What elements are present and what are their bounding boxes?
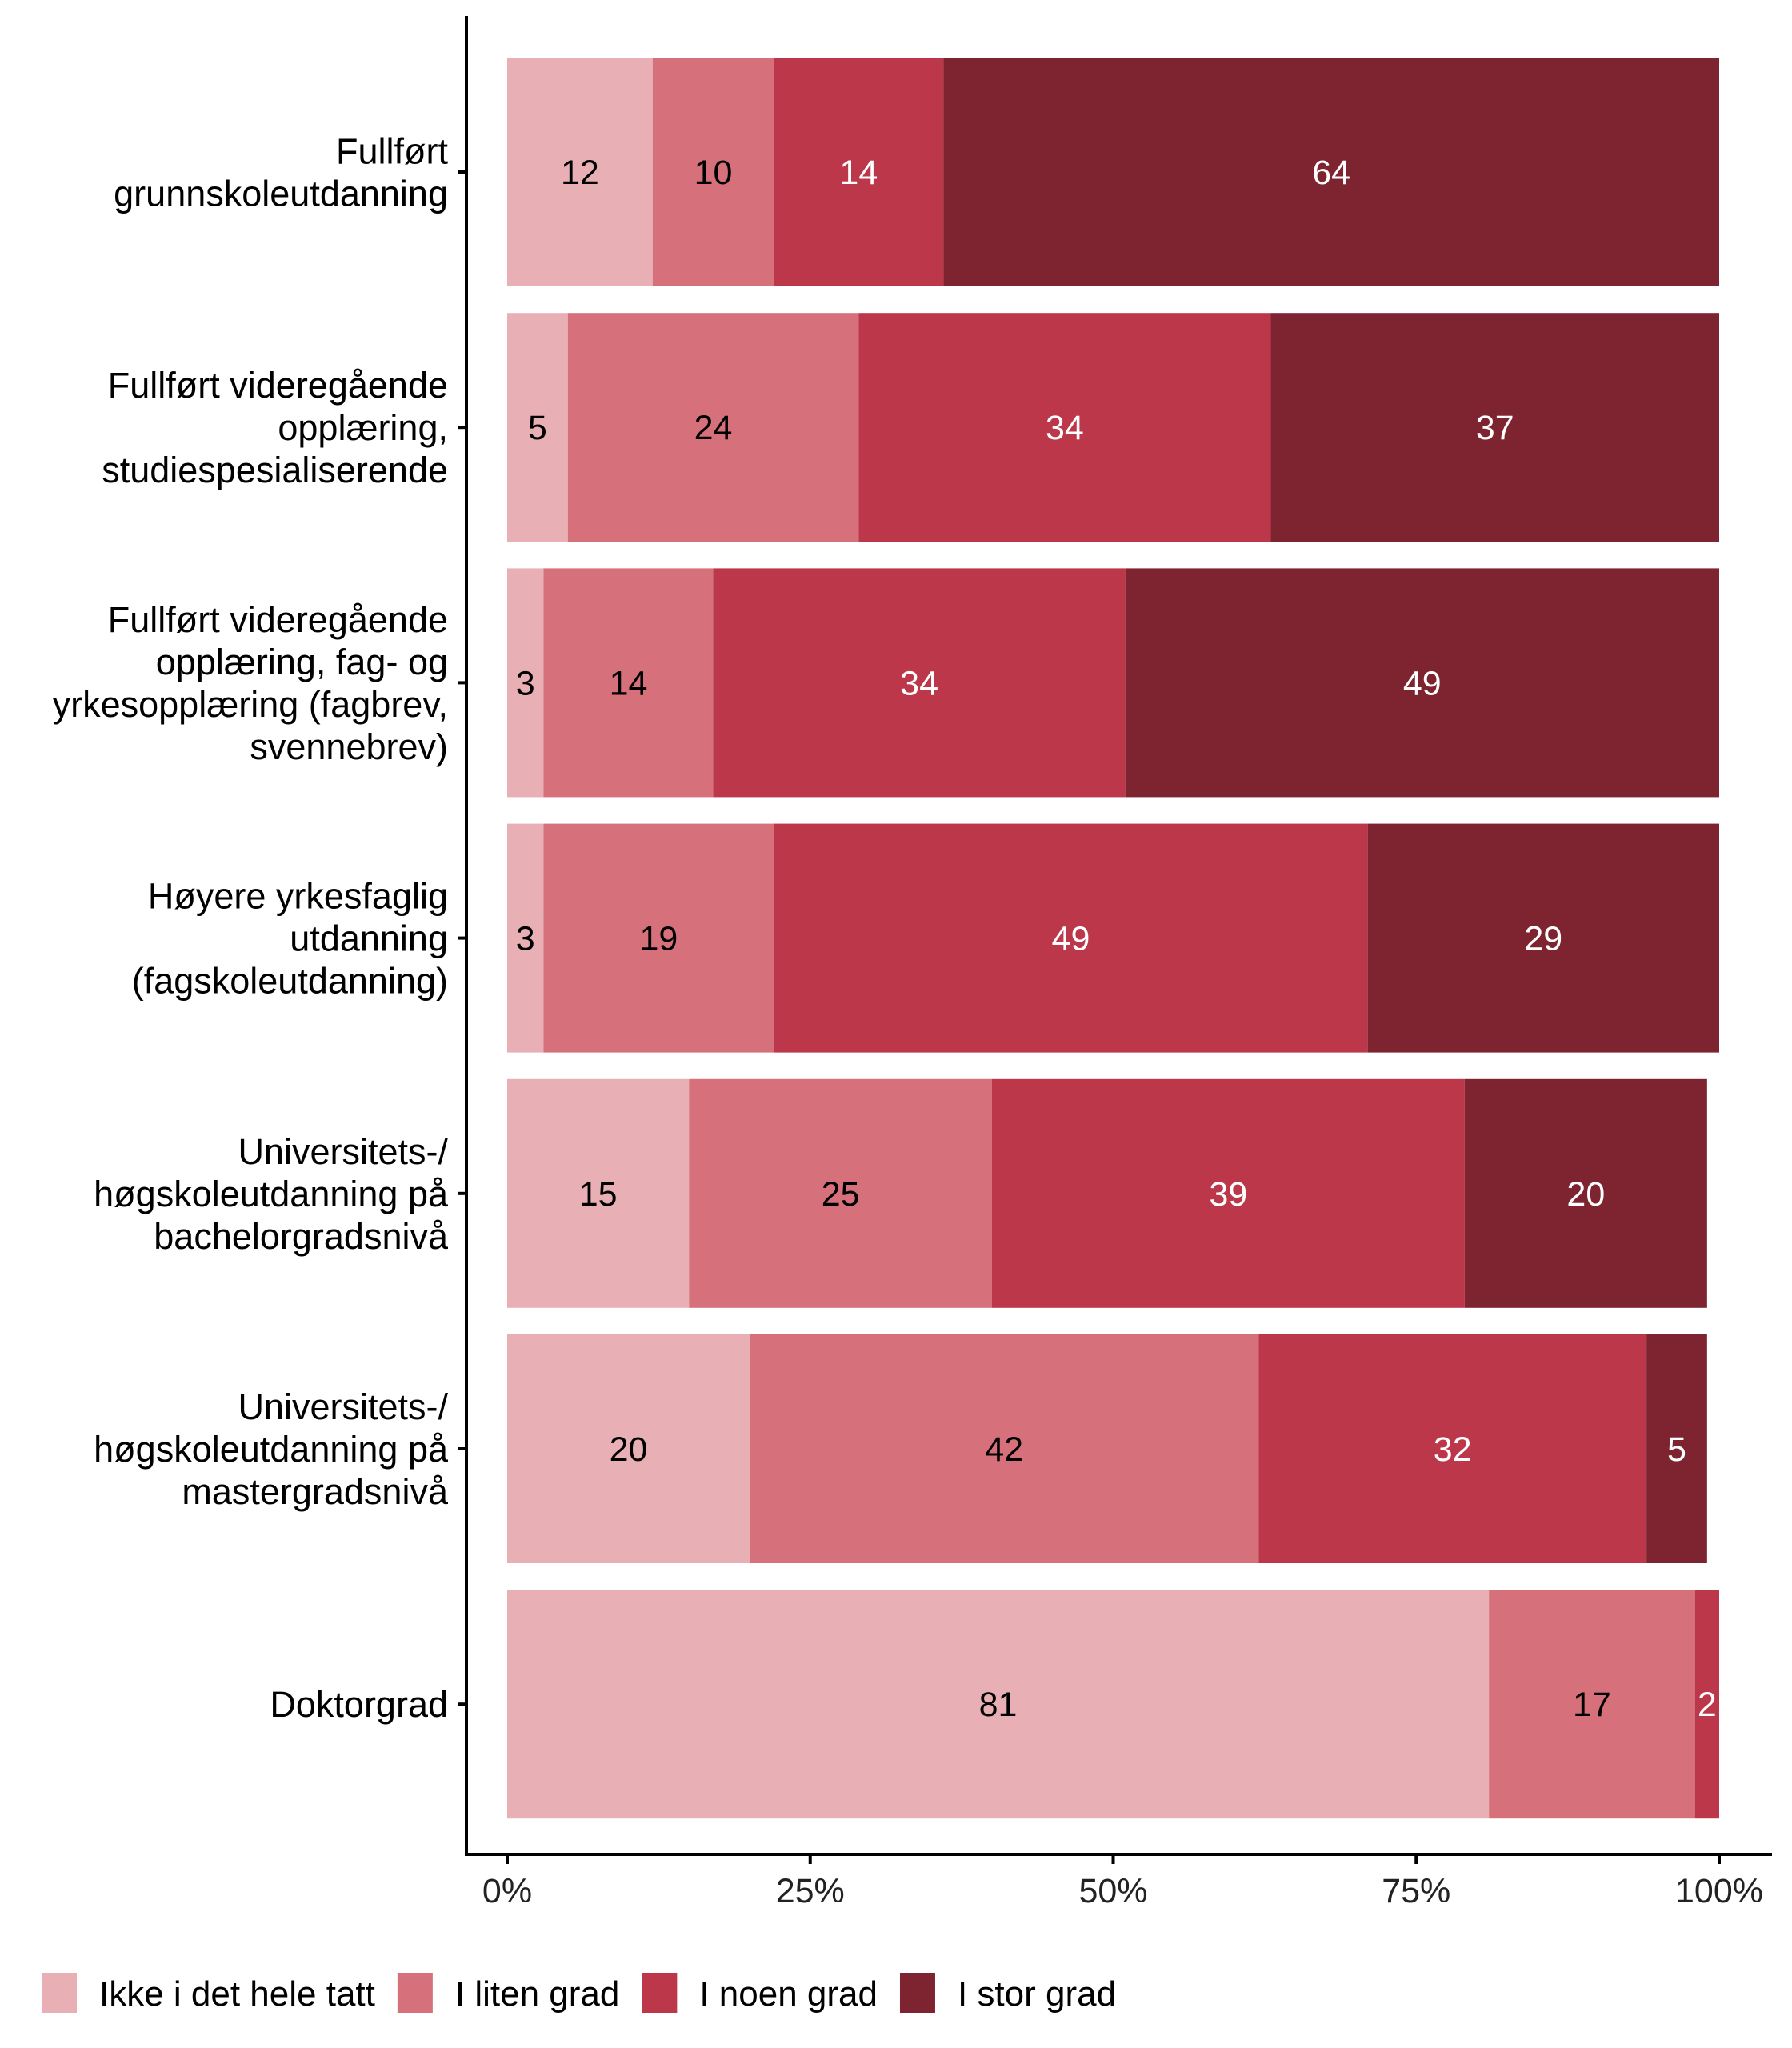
segment-value-label: 15 — [579, 1175, 618, 1214]
segment-value-label: 5 — [528, 409, 547, 447]
bar-segment — [1125, 568, 1719, 798]
category-label: Fullført videregående opplæring, fag- og y… — [53, 599, 448, 767]
segment-value-label: 39 — [1210, 1175, 1248, 1214]
bar-segment — [1646, 1334, 1707, 1563]
bar-segment — [992, 1078, 1465, 1308]
bar-segment — [543, 568, 714, 798]
legend-key — [397, 1973, 433, 2013]
bar-segment — [858, 313, 1271, 542]
bar-segment — [1367, 823, 1719, 1053]
legend-key — [642, 1973, 678, 2013]
category-label: Doktorgrad — [270, 1684, 448, 1725]
segment-value-label: 42 — [985, 1430, 1023, 1469]
bar-segment — [774, 58, 944, 286]
category-label: Universitets-/høgskoleutdanning på bachel… — [94, 1131, 449, 1257]
segment-value-label: 14 — [839, 154, 878, 192]
category-label: Fullført videregående opplæring, studiespe… — [102, 365, 448, 490]
segment-value-label: 12 — [561, 154, 599, 192]
bars-layer — [507, 58, 1719, 1819]
segment-value-label: 5 — [1667, 1430, 1686, 1469]
category-label: Universitets-/høgskoleutdanning på master… — [94, 1386, 449, 1512]
legend-label: I liten grad — [455, 1974, 619, 2014]
segment-value-label: 19 — [639, 920, 678, 958]
bar-segment — [1464, 1078, 1707, 1308]
segment-value-label: 81 — [979, 1686, 1018, 1724]
bar-segment — [507, 823, 544, 1053]
bar-segment — [507, 568, 544, 798]
bar-segment — [1489, 1590, 1695, 1819]
segment-value-label: 3 — [516, 664, 535, 702]
segment-value-label: 49 — [1052, 920, 1090, 958]
legend-key — [899, 1973, 935, 2013]
bar-segment — [750, 1334, 1259, 1563]
bar-segment — [713, 568, 1126, 798]
x-tick-label: 75% — [1382, 1872, 1450, 1910]
segment-value-label: 10 — [694, 154, 733, 192]
bar-segment — [507, 1334, 750, 1563]
bar-segment — [1270, 313, 1719, 542]
bar-segment — [507, 1078, 690, 1308]
segment-value-label: 2 — [1698, 1686, 1717, 1724]
bar-segment — [507, 1590, 1490, 1819]
segment-value-label: 14 — [610, 664, 648, 702]
x-axis-ticks: 0% 25% 50% 75% 100% — [482, 1854, 1763, 1910]
segment-value-label: 20 — [610, 1430, 648, 1469]
segment-value-label: 32 — [1434, 1430, 1472, 1469]
legend: Ikke i det hele tatt I liten grad I noen g… — [42, 1973, 1116, 2014]
bar-segment — [507, 313, 568, 542]
legend-key — [42, 1973, 77, 2013]
y-axis-labels: Fullført grunnskoleutdanning Fullført vide… — [53, 131, 466, 1725]
segment-value-label: 25 — [822, 1175, 860, 1214]
category-label: Høyere yrkesfaglig utdanning (fagskoleutda… — [132, 876, 448, 1002]
x-tick-label: 0% — [482, 1872, 532, 1910]
segment-value-label: 24 — [694, 409, 733, 447]
legend-label: Ikke i det hele tatt — [99, 1974, 375, 2014]
bar-segment — [774, 823, 1368, 1053]
bar-segment — [943, 58, 1719, 286]
category-label: Fullført grunnskoleutdanning — [114, 131, 448, 214]
segment-value-label: 3 — [516, 920, 535, 958]
x-tick-label: 25% — [776, 1872, 845, 1910]
x-tick-label: 100% — [1675, 1872, 1763, 1910]
bar-segment — [652, 58, 774, 286]
bar-segment — [567, 313, 859, 542]
segment-value-label: 34 — [1046, 409, 1084, 447]
segment-value-label: 49 — [1403, 664, 1442, 702]
bar-segment — [1258, 1334, 1647, 1563]
bar-segment — [1694, 1590, 1719, 1819]
legend-label: I noen grad — [699, 1974, 878, 2014]
segment-value-label: 20 — [1566, 1175, 1605, 1214]
segment-value-label: 64 — [1312, 154, 1350, 192]
segment-value-label: 34 — [900, 664, 938, 702]
bar-segment — [689, 1078, 992, 1308]
bar-segment — [543, 823, 774, 1053]
legend-label: I stor grad — [958, 1974, 1116, 2014]
bar-segment — [507, 58, 653, 286]
segment-value-label: 37 — [1476, 409, 1514, 447]
x-tick-label: 50% — [1078, 1872, 1147, 1910]
segment-value-label: 29 — [1524, 920, 1562, 958]
segment-value-label: 17 — [1573, 1686, 1611, 1724]
